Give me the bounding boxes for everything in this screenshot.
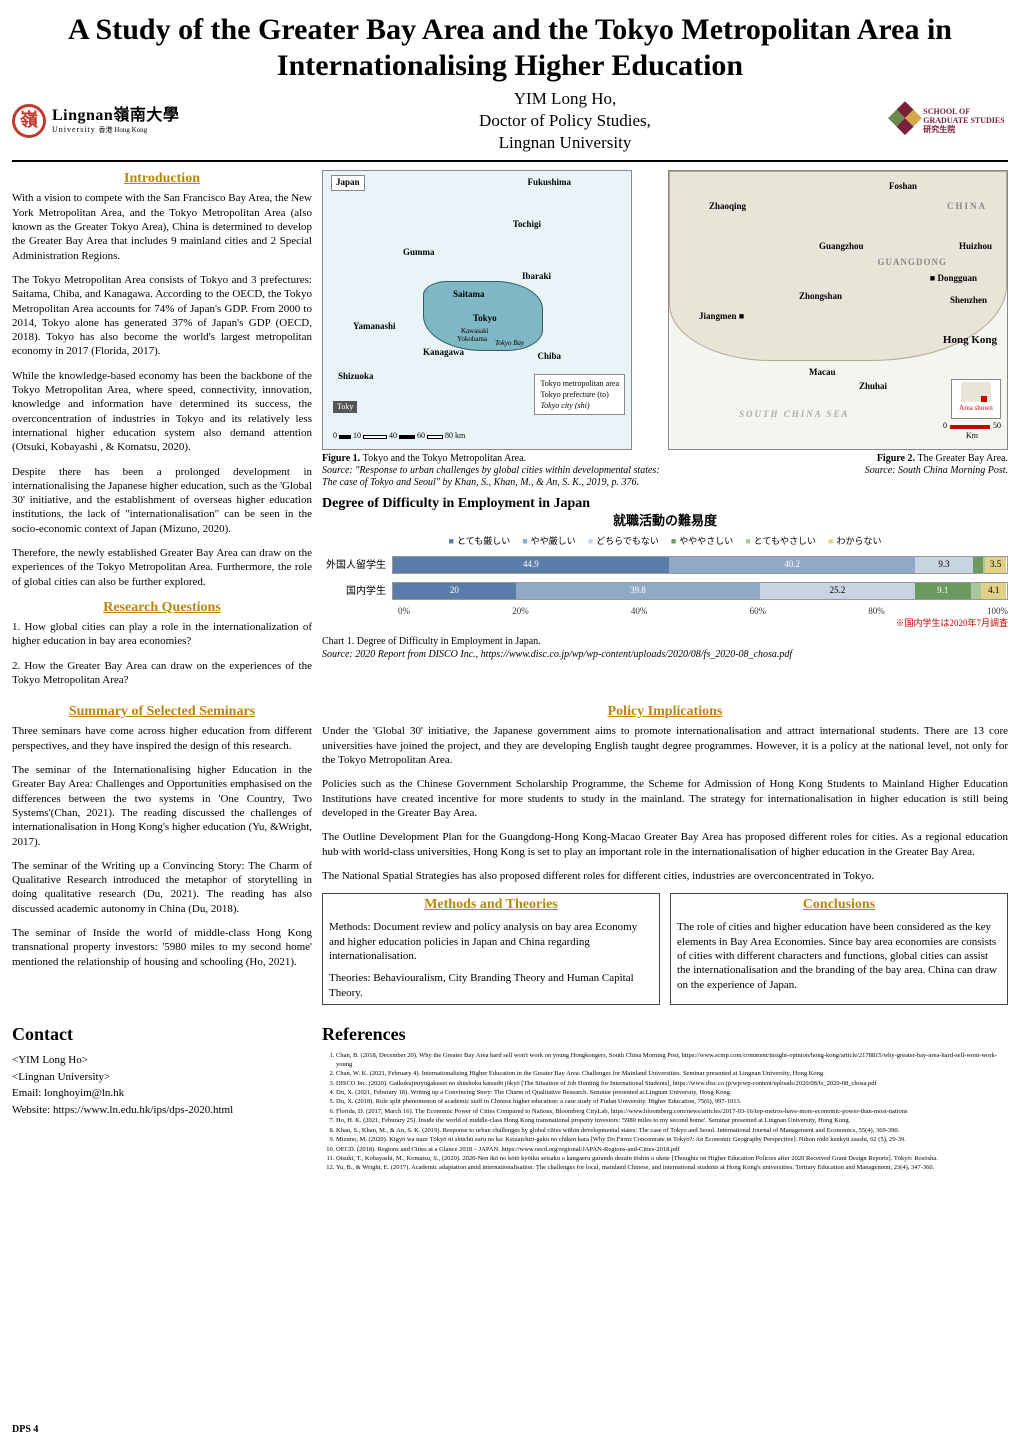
bar-chart: ■とても厳しい■やや厳しい■どちらでもない■やややさしい■とてもやさしい■わから…: [322, 536, 1008, 629]
contact-website: Website: https://www.ln.edu.hk/ips/dps-2…: [12, 1102, 302, 1119]
contact-section: Contact <YIM Long Ho> <Lingnan Universit…: [12, 1023, 302, 1174]
chart-header: Degree of Difficulty in Employment in Ja…: [322, 495, 1008, 513]
sgs-icon: [885, 101, 925, 141]
reference-item: Chan, B. (2018, December 20). Why the Gr…: [336, 1052, 1008, 1069]
reference-item: Otsuki, T., Kobayashi, M., Komatsu, S., …: [336, 1155, 1008, 1163]
reference-item: Mizuno, M. (2020). Kigyō wa naze Tōkyō n…: [336, 1136, 1008, 1144]
contact-name: <YIM Long Ho>: [12, 1052, 302, 1069]
gba-map: Foshan Zhaoqing CHINA Guangzhou Huizhou …: [668, 170, 1008, 450]
lingnan-logo-text: Lingnan嶺南大學: [52, 108, 179, 124]
conclusions-heading: Conclusions: [671, 894, 1007, 916]
footer-tag: DPS 4: [12, 1423, 38, 1436]
tokyo-map: Japan Fukushima Tochigi Gumma Ibaraki Sa…: [322, 170, 632, 450]
chart-title-jp: 就職活動の難易度: [322, 513, 1008, 530]
chart-note: ※国内学生は2020年7月調査: [322, 618, 1008, 630]
author-degree: Doctor of Policy Studies,: [479, 110, 651, 132]
intro-heading: Introduction: [12, 170, 312, 188]
intro-p5: Therefore, the newly established Greater…: [12, 546, 312, 589]
rq-2: 2. How the Greater Bay Area can draw on …: [12, 659, 312, 688]
author-university: Lingnan University: [479, 132, 651, 154]
methods-heading: Methods and Theories: [323, 894, 659, 916]
left-column: Introduction With a vision to compete wi…: [12, 170, 312, 697]
summary-column: Summary of Selected Seminars Three semin…: [12, 703, 312, 1005]
chart-legend: ■とても厳しい■やや厳しい■どちらでもない■やややさしい■とてもやさしい■わから…: [322, 536, 1008, 548]
rq-heading: Research Questions: [12, 599, 312, 617]
bar-row: 外国人留学生44.940.29.33.5: [322, 554, 1008, 576]
chart-title: Degree of Difficulty in Employment in Ja…: [322, 495, 590, 513]
intro-p2: The Tokyo Metropolitan Area consists of …: [12, 273, 312, 359]
figure-1: Japan Fukushima Tochigi Gumma Ibaraki Sa…: [322, 170, 660, 489]
author-block: YIM Long Ho, Doctor of Policy Studies, L…: [479, 88, 651, 154]
reference-item: OECD. (2018). Regions and Cities at a Gl…: [336, 1146, 1008, 1154]
lingnan-seal-icon: 嶺: [12, 104, 46, 138]
methods-box: Methods and Theories Methods: Document r…: [322, 893, 660, 1005]
rq-1: 1. How global cities can play a role in …: [12, 620, 312, 649]
bar-row: 国内学生2039.825.29.14.1: [322, 580, 1008, 602]
references-section: References Chan, B. (2018, December 20).…: [322, 1023, 1008, 1174]
reference-item: Khan, S., Khan, M., & An, S. K. (2019). …: [336, 1127, 1008, 1135]
policy-column: Policy Implications Under the 'Global 30…: [322, 703, 1008, 1005]
intro-p4: Despite there has been a prolonged devel…: [12, 465, 312, 536]
author-name: YIM Long Ho,: [479, 88, 651, 110]
policy-heading: Policy Implications: [322, 703, 1008, 721]
right-column: Japan Fukushima Tochigi Gumma Ibaraki Sa…: [322, 170, 1008, 697]
figure-2: Foshan Zhaoqing CHINA Guangzhou Huizhou …: [668, 170, 1008, 489]
figure-2-caption: Figure 2. The Greater Bay Area. Source: …: [668, 453, 1008, 477]
reference-item: Du, X. (2021, Feburary 18). Writing up a…: [336, 1089, 1008, 1097]
intro-p1: With a vision to compete with the San Fr…: [12, 191, 312, 262]
summary-heading: Summary of Selected Seminars: [12, 703, 312, 721]
contact-uni: <Lingnan University>: [12, 1069, 302, 1086]
chart-axis: 0%20%40%60%80%100%: [398, 606, 1008, 618]
conclusions-box: Conclusions The role of cities and highe…: [670, 893, 1008, 1005]
figures-row: Japan Fukushima Tochigi Gumma Ibaraki Sa…: [322, 170, 1008, 489]
reference-item: Ho, H. K. (2021, Feburary 25). Inside th…: [336, 1117, 1008, 1125]
reference-item: Florida, D. (2017, March 16). The Econom…: [336, 1108, 1008, 1116]
main-title: A Study of the Greater Bay Area and the …: [12, 12, 1008, 84]
reference-item: Yu, B., & Wright, E. (2017). Academic ad…: [336, 1164, 1008, 1172]
contact-heading: Contact: [12, 1023, 302, 1046]
chart-caption: Chart 1. Degree of Difficulty in Employm…: [322, 635, 1008, 661]
sgs-logo: SCHOOL OF GRADUATE STUDIES 研究生院: [888, 97, 1008, 145]
reference-item: Du, X. (2018). Role split phenomenon of …: [336, 1098, 1008, 1106]
references-heading: References: [322, 1023, 1008, 1046]
reference-item: DISCO Inc. (2020). Gaikokujinryūgakusei …: [336, 1080, 1008, 1088]
intro-p3: While the knowledge-based economy has be…: [12, 369, 312, 455]
lingnan-logo: 嶺 Lingnan嶺南大學 University 香港 Hong Kong: [12, 97, 242, 145]
contact-email: Email: longhoyim@ln.hk: [12, 1085, 302, 1102]
header-row: 嶺 Lingnan嶺南大學 University 香港 Hong Kong YI…: [12, 88, 1008, 162]
figure-1-caption: Figure 1. Tokyo and the Tokyo Metropolit…: [322, 453, 660, 489]
references-list: Chan, B. (2018, December 20). Why the Gr…: [322, 1052, 1008, 1173]
reference-item: Chan, W. K. (2021, February 4). Internat…: [336, 1070, 1008, 1078]
title-block: A Study of the Greater Bay Area and the …: [12, 12, 1008, 84]
